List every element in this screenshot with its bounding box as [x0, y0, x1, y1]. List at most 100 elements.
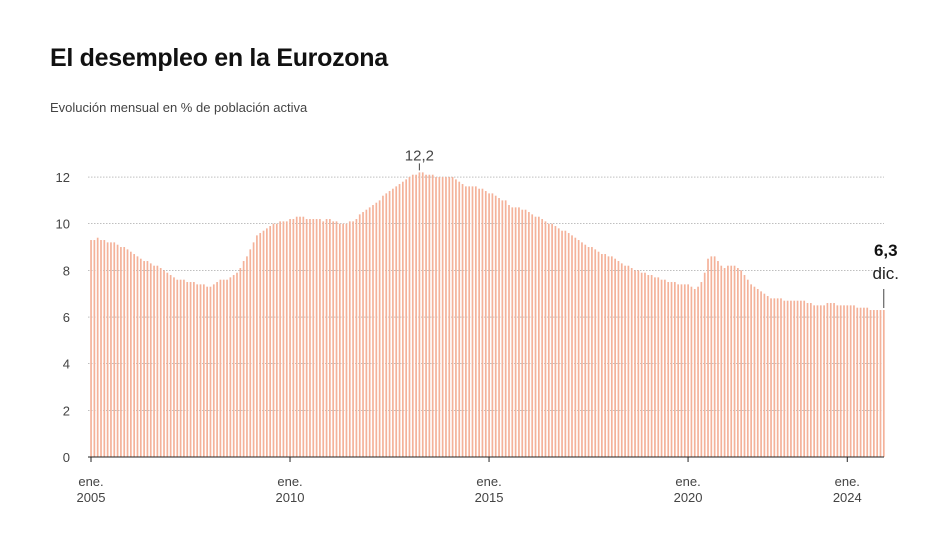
bar	[720, 265, 723, 457]
bar	[136, 256, 139, 457]
bar	[823, 305, 825, 457]
bar	[139, 258, 142, 457]
last-value-annotation-label: 6,3	[874, 241, 898, 260]
bar	[212, 284, 215, 457]
y-tick-label: 0	[63, 450, 70, 465]
bar	[159, 268, 162, 457]
bar	[408, 177, 411, 458]
x-tick-year: 2005	[77, 490, 106, 505]
bar	[133, 254, 136, 457]
bar	[713, 256, 716, 457]
bar	[524, 209, 527, 457]
bar	[488, 193, 490, 457]
bar	[176, 279, 179, 457]
bar	[398, 184, 401, 457]
bar	[481, 188, 484, 457]
bar	[873, 310, 875, 457]
bar	[809, 303, 812, 457]
bar	[275, 223, 278, 457]
bar	[491, 193, 494, 457]
bar	[813, 305, 816, 457]
bar	[624, 265, 626, 457]
bar	[421, 172, 424, 457]
bar	[468, 186, 471, 457]
bar	[123, 247, 126, 457]
x-tick-year: 2010	[276, 490, 305, 505]
bar	[342, 223, 344, 457]
bar	[793, 300, 796, 457]
bar	[697, 286, 699, 457]
bar	[329, 219, 331, 457]
bar	[836, 305, 839, 457]
x-tick-month: ene.	[675, 474, 700, 489]
bar	[607, 256, 610, 457]
bar	[388, 191, 391, 457]
bar	[727, 265, 729, 457]
bar	[766, 296, 769, 457]
bar	[368, 207, 371, 457]
bar	[126, 249, 129, 457]
bar	[169, 275, 172, 457]
bar	[657, 277, 660, 457]
bar	[690, 286, 693, 457]
bar	[859, 307, 862, 457]
bar	[717, 261, 719, 457]
bar	[541, 219, 544, 457]
bar	[654, 277, 656, 457]
bar	[494, 195, 497, 458]
bar	[252, 242, 255, 457]
bar	[405, 179, 408, 458]
bar	[315, 219, 318, 457]
y-tick-label: 8	[63, 263, 70, 278]
bar	[760, 291, 762, 457]
bar	[465, 186, 467, 457]
bar	[362, 212, 364, 457]
bar	[163, 270, 165, 457]
bar	[856, 307, 859, 457]
bar	[189, 282, 192, 457]
bar	[763, 293, 766, 457]
bar	[445, 177, 447, 458]
bar	[581, 242, 583, 457]
bar	[743, 275, 746, 457]
x-tick-month: ene.	[835, 474, 860, 489]
bar	[478, 188, 480, 457]
bar	[640, 272, 643, 457]
x-tick-month: ene.	[277, 474, 302, 489]
bar	[587, 247, 590, 457]
bar	[156, 265, 159, 457]
bar	[819, 305, 822, 457]
bar	[348, 221, 351, 457]
bar	[239, 268, 242, 457]
peak-annotation-label: 12,2	[405, 147, 434, 164]
bar	[687, 284, 689, 457]
bar	[455, 179, 457, 458]
bar	[670, 282, 673, 457]
bar	[246, 256, 248, 457]
bar	[730, 265, 733, 457]
bar	[106, 242, 109, 457]
bar	[202, 284, 205, 457]
bar	[879, 310, 882, 457]
bar	[660, 279, 663, 457]
bar	[272, 223, 275, 457]
bar	[385, 193, 388, 457]
bar	[183, 279, 185, 457]
bar	[392, 188, 394, 457]
bar	[693, 289, 696, 457]
bar	[833, 303, 835, 457]
bar	[806, 303, 809, 457]
bar	[441, 177, 444, 458]
bar	[737, 268, 739, 457]
y-tick-label: 10	[56, 217, 70, 232]
bar	[786, 300, 789, 457]
bar	[627, 265, 630, 457]
bar	[266, 228, 268, 457]
bar	[438, 177, 441, 458]
bar	[332, 221, 335, 457]
bar	[484, 191, 487, 457]
bar	[551, 223, 553, 457]
bar	[710, 256, 713, 457]
bar	[571, 235, 573, 457]
